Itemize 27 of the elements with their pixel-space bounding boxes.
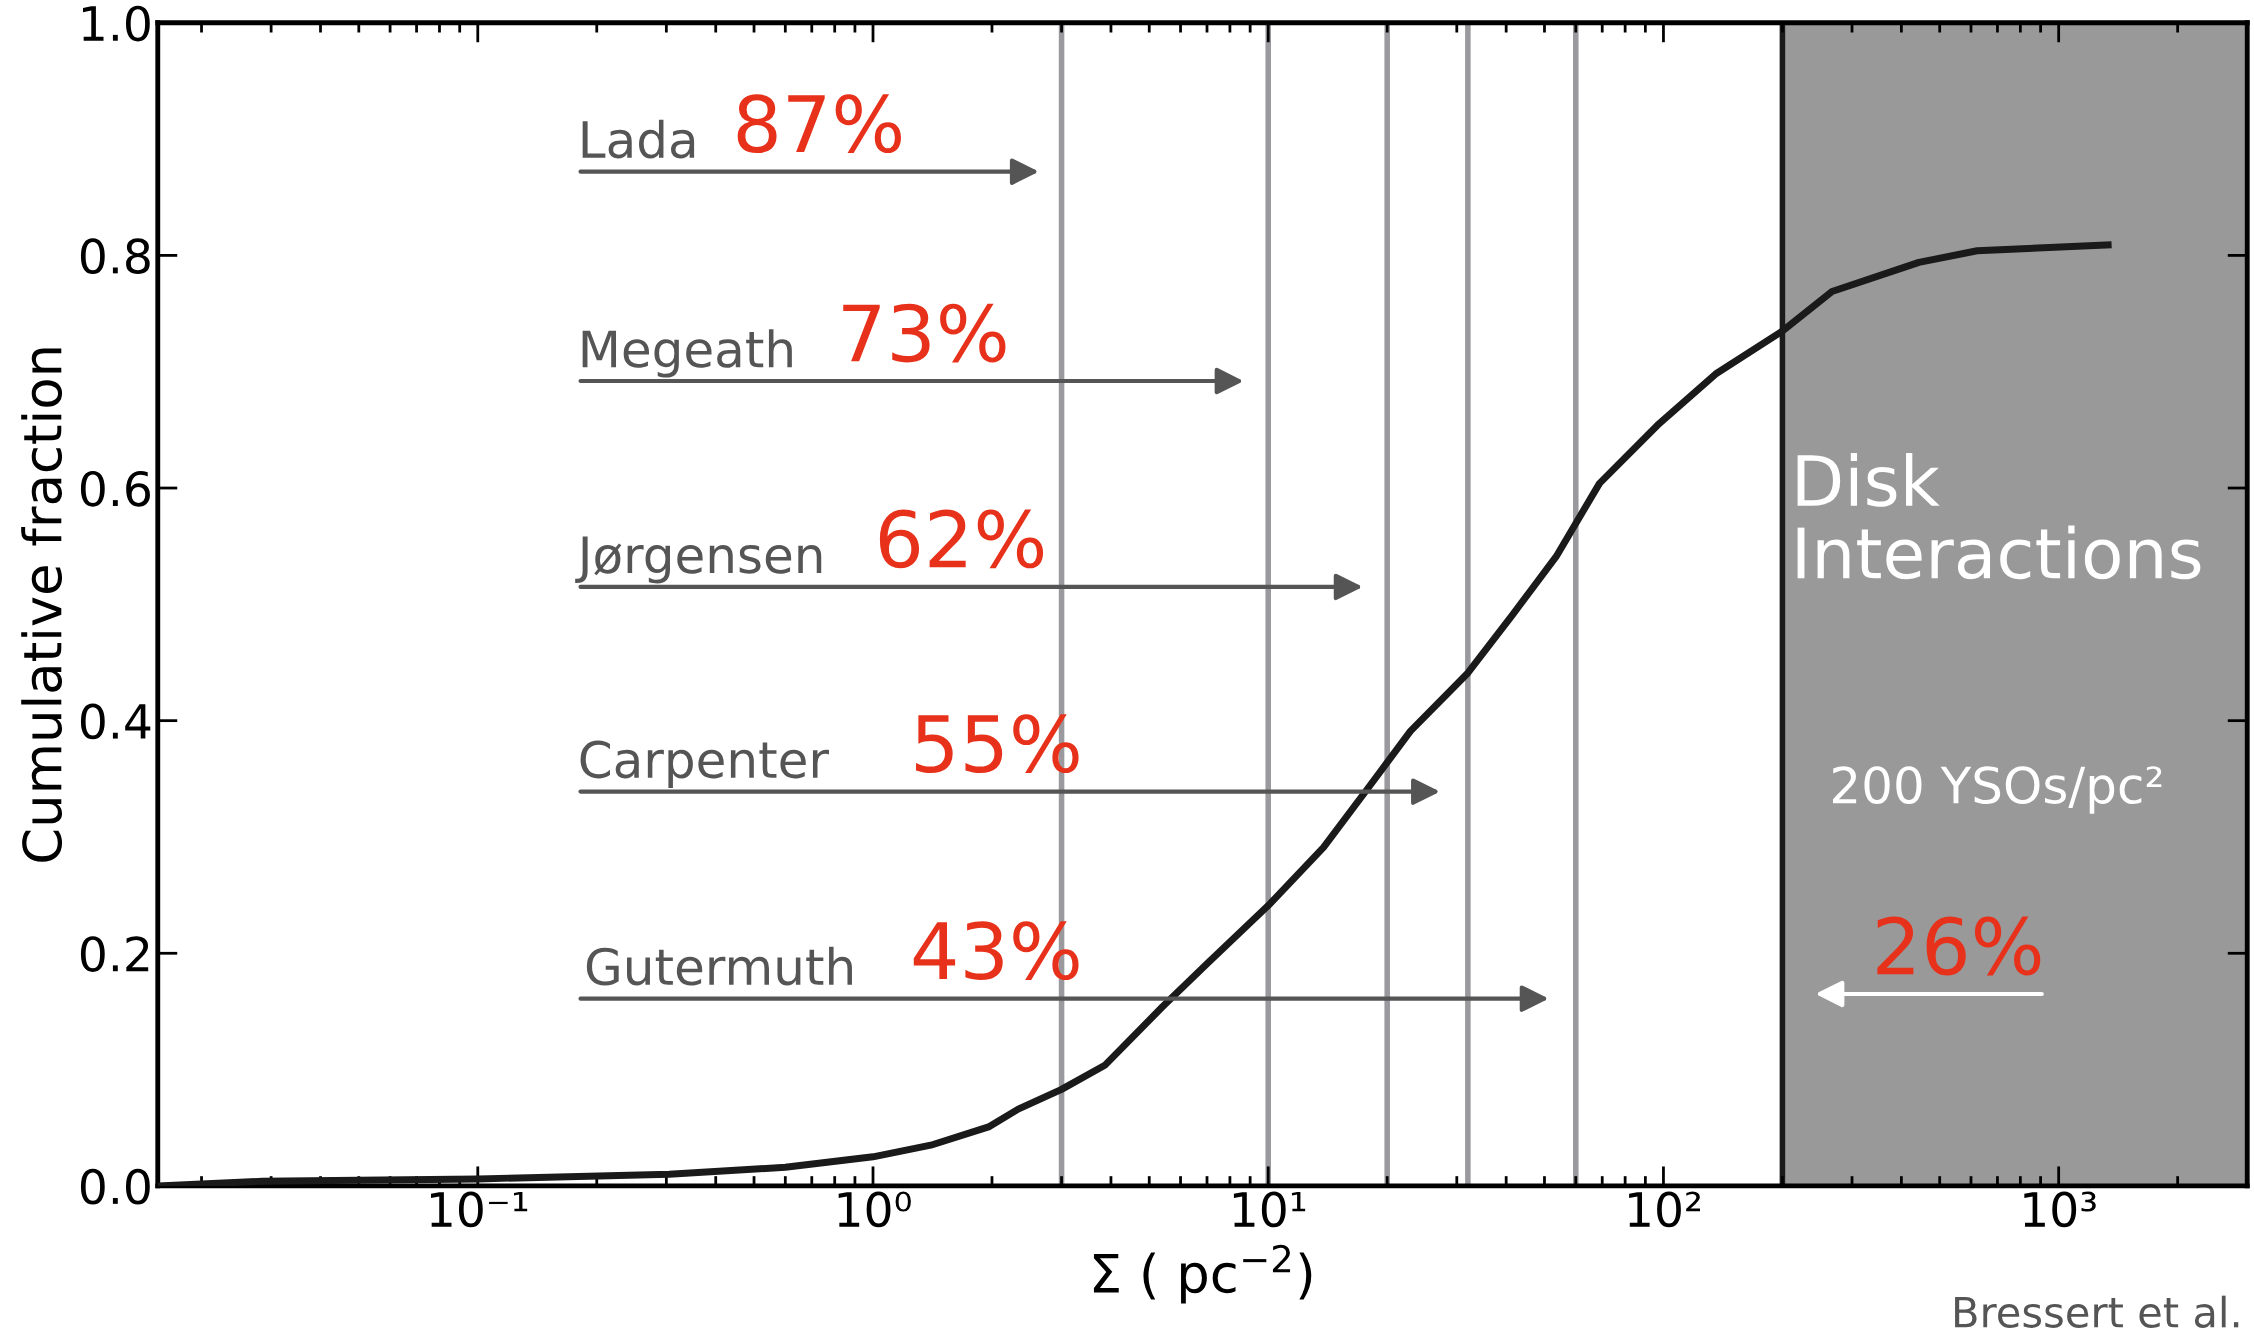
y-tick-label: 0.6 xyxy=(80,470,150,507)
annotation: 73% xyxy=(843,303,1006,363)
annotation: 62% xyxy=(879,509,1044,569)
x-tick-label: 10⁻¹ xyxy=(430,1191,528,1228)
band-label: Disk Interactions xyxy=(1797,453,2201,580)
y-tick-label: 0.4 xyxy=(80,703,151,740)
annotation: 87% xyxy=(737,94,901,154)
annotation: 55% xyxy=(915,714,1079,774)
x-tick-label: 10² xyxy=(1629,1191,1700,1228)
y-tick-label: 0.8 xyxy=(80,238,150,275)
annotation: 43% xyxy=(913,921,1079,981)
annotation: 26% xyxy=(1877,916,2041,976)
annotation: Lada xyxy=(582,119,695,159)
annotation: 200 YSOs/pc² xyxy=(1833,766,2162,814)
annotation: Gutermuth xyxy=(586,946,852,986)
annotation: Carpenter xyxy=(580,740,829,789)
y-axis-title: Cumulative fraction xyxy=(21,348,63,862)
annotation: Jørgensen xyxy=(575,536,822,584)
y-tick-label: 0.0 xyxy=(80,1168,150,1205)
y-tick-label: 0.2 xyxy=(80,936,149,972)
text: Bressert et al. xyxy=(1955,1295,2239,1328)
annotation: Megeath xyxy=(582,329,792,378)
y-tick-label: 1.0 xyxy=(83,5,150,42)
x-tick-label: 10⁰ xyxy=(838,1191,911,1228)
x-tick-label: 10³ xyxy=(2024,1191,2096,1228)
x-tick-label: 10¹ xyxy=(1233,1191,1306,1228)
x-axis-title: Σ ( pc$^{−2}$) xyxy=(1093,1244,1312,1304)
